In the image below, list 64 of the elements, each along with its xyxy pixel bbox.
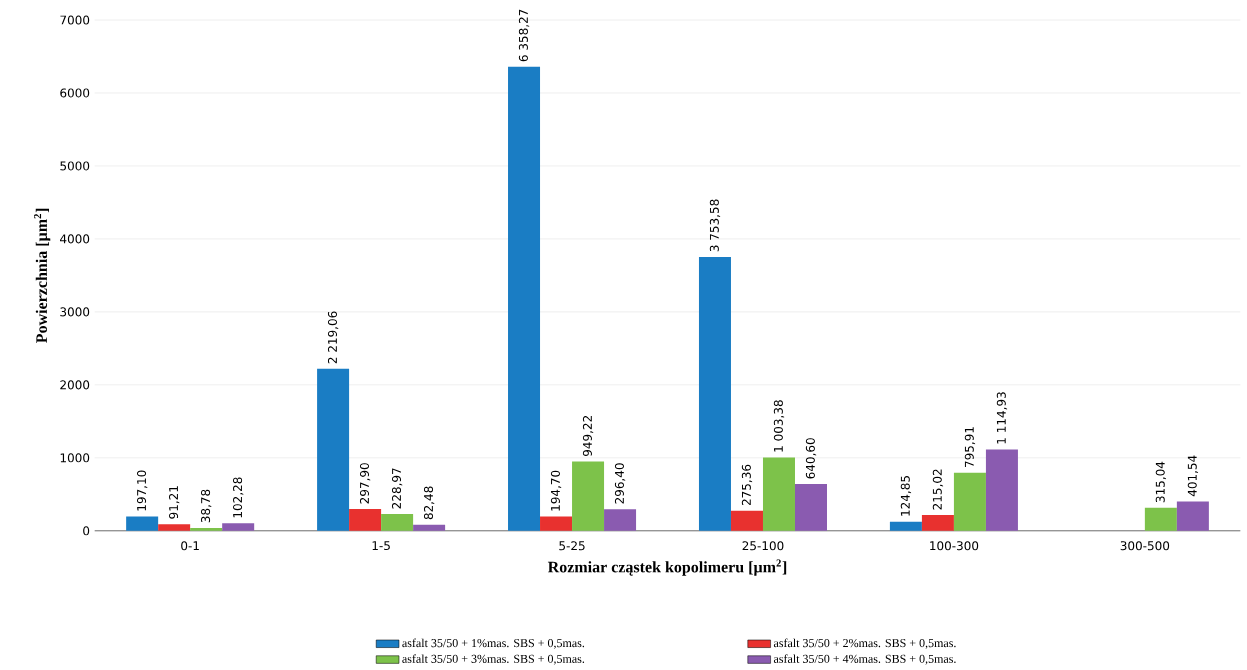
data-label: 296,40	[614, 463, 626, 504]
bar	[381, 514, 414, 532]
data-label: 194,70	[550, 470, 562, 511]
data-label: 949,22	[582, 416, 594, 457]
y-axis-title: Powierzchnia [µm$^{2}$]	[33, 209, 51, 344]
bar	[222, 523, 255, 532]
data-label: 297,90	[359, 463, 371, 504]
bar	[730, 510, 763, 532]
data-label: 6 358,27	[518, 9, 530, 62]
y-tick-label: 3000	[60, 307, 90, 317]
legend-label: asfalt 35/50 + 1%mas. SBS + 0,5mas.	[402, 638, 585, 650]
bar	[413, 525, 446, 532]
bar	[794, 484, 827, 532]
data-label: 1 003,38	[773, 400, 785, 452]
data-label: 275,36	[741, 465, 753, 506]
data-label: 401,54	[1187, 455, 1199, 497]
bar	[985, 449, 1018, 532]
x-tick-label: 100-300	[930, 541, 979, 551]
data-label: 91,21	[169, 486, 180, 519]
bar	[572, 461, 605, 532]
x-tick-label: 1-5	[372, 541, 390, 551]
data-label: 82,48	[423, 486, 435, 520]
x-tick-label: 0-1	[181, 541, 199, 551]
y-tick-label: 5000	[60, 161, 90, 171]
data-label: 124,85	[900, 476, 912, 516]
bar	[698, 257, 731, 532]
bar	[1144, 508, 1177, 532]
bar	[349, 509, 382, 532]
y-tick-label: 2000	[60, 380, 90, 390]
bar	[190, 528, 223, 532]
bar	[604, 509, 637, 532]
x-tick-label: 25-100	[742, 541, 784, 551]
y-tick-label: 4000	[60, 234, 90, 244]
data-label: 2 219,06	[327, 311, 339, 364]
bar	[126, 516, 159, 532]
data-label: 795,91	[964, 427, 976, 468]
data-label: 315,04	[1155, 462, 1167, 503]
data-label: 640,60	[805, 438, 817, 479]
y-tick-label: 0	[83, 526, 90, 536]
legend-label: asfalt 35/50 + 3%mas. SBS + 0,5mas.	[402, 654, 585, 665]
data-label: 228,97	[391, 468, 403, 509]
data-label: 38,78	[201, 489, 212, 523]
legend-label: asfalt 35/50 + 4%mas. SBS + 0,5mas.	[773, 654, 956, 665]
data-label: 3 753,58	[709, 199, 721, 252]
legend-label: asfalt 35/50 + 2%mas. SBS + 0,5mas.	[773, 638, 956, 650]
bar	[158, 524, 191, 532]
data-label: 1 114,93	[996, 392, 1008, 444]
bar	[508, 67, 541, 532]
x-tick-label: 300-500	[1120, 541, 1170, 551]
x-tick-label: 5-25	[559, 541, 585, 551]
data-label: 215,02	[932, 469, 944, 510]
bar	[762, 457, 795, 532]
bar	[317, 369, 350, 532]
bar	[540, 516, 573, 532]
bar	[889, 521, 922, 532]
x-axis-title: Rozmiar cząstek kopolimeru [µm$^{2}$]	[547, 559, 787, 576]
bar	[1176, 501, 1209, 532]
y-tick-label: 1000	[60, 453, 90, 463]
data-label: 197,10	[137, 470, 148, 511]
bar	[953, 472, 986, 532]
bar	[921, 515, 954, 532]
data-label: 102,28	[233, 477, 244, 518]
y-tick-label: 7000	[60, 15, 90, 25]
y-tick-label: 6000	[60, 88, 90, 98]
